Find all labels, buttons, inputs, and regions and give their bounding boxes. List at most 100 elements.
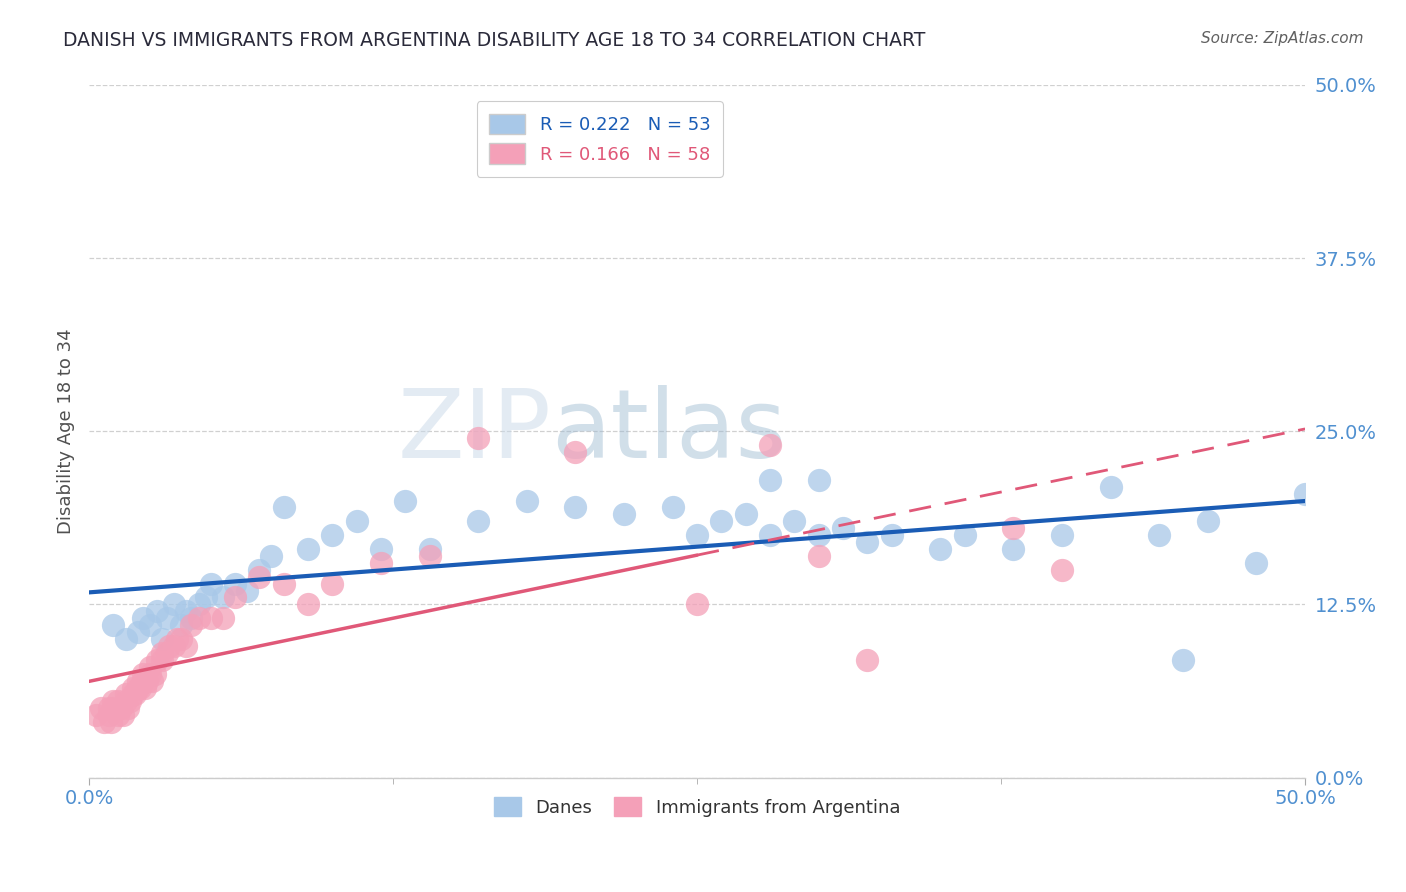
Point [114, 694, 136, 708]
Point [686, 528, 709, 542]
Point [1002, 541, 1025, 556]
Point [150, 646, 173, 660]
Point [107, 694, 129, 708]
Point [129, 681, 152, 695]
Point [180, 611, 202, 625]
Point [856, 535, 879, 549]
Point [139, 618, 162, 632]
Point [163, 598, 186, 612]
Point [170, 632, 193, 646]
Text: Source: ZipAtlas.com: Source: ZipAtlas.com [1201, 31, 1364, 46]
Point [661, 500, 683, 515]
Point [211, 611, 233, 625]
Point [187, 611, 209, 625]
Point [236, 583, 259, 598]
Point [100, 715, 122, 730]
Point [112, 708, 135, 723]
Point [807, 528, 830, 542]
Point [150, 653, 173, 667]
Point [93, 715, 115, 730]
Point [297, 541, 319, 556]
Point [247, 570, 270, 584]
Point [121, 681, 143, 695]
Point [166, 632, 188, 646]
Point [297, 598, 319, 612]
Point [467, 514, 489, 528]
Point [710, 514, 733, 528]
Point [157, 639, 180, 653]
Point [103, 618, 125, 632]
Point [117, 701, 139, 715]
Point [394, 493, 416, 508]
Point [260, 549, 283, 563]
Point [224, 576, 246, 591]
Point [564, 445, 586, 459]
Point [127, 625, 149, 640]
Point [759, 528, 782, 542]
Point [170, 618, 193, 632]
Point [97, 701, 120, 715]
Point [187, 598, 209, 612]
Point [516, 493, 538, 508]
Point [759, 473, 782, 487]
Point [114, 688, 136, 702]
Point [139, 659, 162, 673]
Point [146, 604, 169, 618]
Point [124, 688, 146, 702]
Point [150, 632, 173, 646]
Point [273, 500, 295, 515]
Point [953, 528, 976, 542]
Text: ZIP: ZIP [398, 384, 551, 478]
Point [156, 611, 179, 625]
Point [200, 576, 222, 591]
Text: atlas: atlas [551, 384, 786, 478]
Point [346, 514, 368, 528]
Point [143, 666, 166, 681]
Point [86, 708, 108, 723]
Text: DANISH VS IMMIGRANTS FROM ARGENTINA DISABILITY AGE 18 TO 34 CORRELATION CHART: DANISH VS IMMIGRANTS FROM ARGENTINA DISA… [63, 31, 925, 50]
Point [880, 528, 903, 542]
Point [1294, 486, 1316, 500]
Point [467, 431, 489, 445]
Point [90, 701, 112, 715]
Point [1147, 528, 1170, 542]
Point [107, 708, 129, 723]
Point [564, 500, 586, 515]
Point [419, 549, 441, 563]
Point [163, 639, 186, 653]
Point [121, 688, 143, 702]
Point [273, 576, 295, 591]
Point [131, 673, 153, 688]
Point [131, 666, 153, 681]
Point [136, 673, 159, 688]
Point [1197, 514, 1219, 528]
Point [856, 653, 879, 667]
Point [1099, 480, 1122, 494]
Point [131, 611, 153, 625]
Point [120, 694, 142, 708]
Y-axis label: Disability Age 18 to 34: Disability Age 18 to 34 [58, 328, 75, 534]
Point [613, 508, 636, 522]
Point [103, 694, 125, 708]
Point [1173, 653, 1195, 667]
Point [110, 701, 132, 715]
Point [783, 514, 806, 528]
Point [686, 598, 709, 612]
Point [419, 541, 441, 556]
Point [224, 591, 246, 605]
Point [176, 639, 198, 653]
Point [127, 681, 149, 695]
Point [1050, 528, 1073, 542]
Point [114, 632, 136, 646]
Point [139, 666, 162, 681]
Point [180, 618, 202, 632]
Point [141, 673, 163, 688]
Point [807, 473, 830, 487]
Point [929, 541, 952, 556]
Point [1050, 563, 1073, 577]
Point [370, 541, 392, 556]
Point [194, 591, 217, 605]
Point [127, 673, 149, 688]
Point [370, 556, 392, 570]
Point [156, 646, 179, 660]
